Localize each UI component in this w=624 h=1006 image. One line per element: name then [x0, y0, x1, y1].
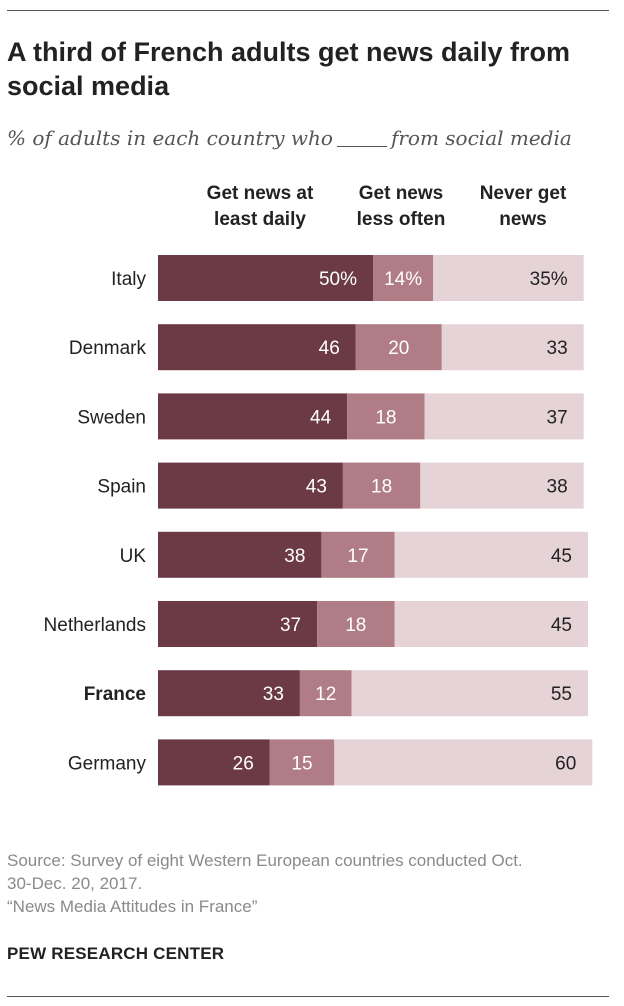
data-label-uk-never-get-news: 45: [551, 546, 572, 567]
bar-italy-never-get-news: [433, 255, 584, 301]
category-label-uk: UK: [120, 546, 147, 567]
data-label-italy-get-news-at-least-daily: 50%: [319, 269, 357, 290]
category-label-spain: Spain: [97, 477, 146, 498]
stacked-bar-chart: Italy 50% 14% 35% Denmark 46 20 33 Sweden 44 18 37 S…: [44, 255, 593, 786]
data-label-france-get-news-at-least-daily: 33: [263, 684, 284, 705]
data-label-denmark-get-news-at-least-daily: 46: [319, 338, 340, 359]
data-label-sweden-never-get-news: 37: [547, 407, 568, 428]
bar-france-get-news-at-least-daily: [158, 670, 300, 717]
category-label-france: France: [84, 684, 146, 705]
category-label-denmark: Denmark: [69, 338, 147, 359]
bar-uk-get-news-at-least-daily: [158, 531, 322, 578]
bar-netherlands-never-get-news: [394, 601, 588, 647]
data-label-sweden-get-news-less-often: 18: [375, 407, 396, 428]
bar-spain-never-get-news: [420, 462, 584, 509]
subtitle-before: % of adults in each country who: [7, 126, 333, 150]
bottom-rule: [7, 996, 609, 997]
top-rule: [7, 10, 609, 11]
chart-subtitle: % of adults in each country who from soci…: [7, 125, 617, 151]
data-label-uk-get-news-at-least-daily: 38: [284, 546, 305, 567]
bar-netherlands-get-news-at-least-daily: [158, 601, 318, 647]
data-label-spain-get-news-less-often: 18: [371, 477, 392, 498]
bar-uk-get-news-less-often: [321, 531, 395, 578]
column-header-less-often-line1: Get news: [358, 183, 444, 204]
bar-germany-get-news-less-often: [269, 739, 335, 786]
data-label-france-never-get-news: 55: [551, 684, 572, 705]
bar-italy-get-news-less-often: [373, 255, 434, 301]
bar-denmark-get-news-at-least-daily: [158, 324, 356, 371]
data-label-netherlands-never-get-news: 45: [551, 615, 572, 636]
bar-netherlands-get-news-less-often: [317, 601, 395, 647]
subtitle-blank: [336, 146, 387, 147]
column-header-daily-line1: Get news at: [206, 183, 314, 204]
bar-denmark-get-news-less-often: [355, 324, 442, 371]
category-label-sweden: Sweden: [77, 407, 146, 428]
data-label-spain-never-get-news: 38: [547, 477, 568, 498]
chart-footer: Source: Survey of eight Western European…: [7, 849, 617, 918]
data-label-denmark-get-news-less-often: 20: [388, 338, 409, 359]
bar-uk-never-get-news: [394, 531, 588, 578]
bar-germany-get-news-at-least-daily: [158, 739, 270, 786]
data-label-sweden-get-news-at-least-daily: 44: [310, 407, 332, 428]
data-label-netherlands-get-news-at-least-daily: 37: [280, 615, 301, 636]
column-header-daily: Get news at least daily: [180, 181, 340, 233]
data-label-netherlands-get-news-less-often: 18: [345, 615, 366, 636]
bar-spain-get-news-at-least-daily: [158, 462, 343, 509]
source-note-line1: Source: Survey of eight Western European…: [7, 851, 523, 870]
bar-sweden-get-news-at-least-daily: [158, 393, 348, 440]
category-label-netherlands: Netherlands: [44, 615, 146, 636]
bar-sweden-never-get-news: [424, 393, 584, 440]
data-label-germany-get-news-at-least-daily: 26: [233, 753, 254, 774]
source-note-line2: 30-Dec. 20, 2017.: [7, 874, 143, 893]
report-title: “News Media Attitudes in France”: [7, 897, 258, 916]
pew-research-center-logo: PEW RESEARCH CENTER: [7, 944, 225, 963]
bar-spain-get-news-less-often: [342, 462, 421, 509]
data-label-italy-get-news-less-often: 14%: [384, 269, 422, 290]
bar-france-get-news-less-often: [299, 670, 352, 717]
chart-title: A third of French adults get news daily …: [7, 37, 571, 101]
bar-sweden-get-news-less-often: [347, 393, 425, 440]
column-header-less-often-line2: less often: [356, 209, 446, 230]
column-header-never: Never get news: [462, 181, 584, 233]
bar-italy-get-news-at-least-daily: [158, 255, 373, 301]
column-header-daily-line2: least daily: [214, 209, 306, 230]
data-label-italy-never-get-news: 35%: [530, 269, 568, 290]
bar-france-never-get-news: [351, 670, 588, 717]
bar-denmark-never-get-news: [441, 324, 584, 371]
data-label-spain-get-news-at-least-daily: 43: [306, 477, 327, 498]
data-label-france-get-news-less-often: 12: [315, 684, 336, 705]
data-label-germany-get-news-less-often: 15: [291, 753, 312, 774]
category-label-italy: Italy: [111, 269, 146, 290]
data-label-denmark-never-get-news: 33: [547, 338, 568, 359]
column-header-never-line1: Never get: [479, 183, 567, 204]
column-header-never-line2: news: [499, 209, 547, 230]
data-label-germany-never-get-news: 60: [555, 753, 576, 774]
column-header-less-often: Get news less often: [343, 181, 459, 233]
data-label-uk-get-news-less-often: 17: [347, 546, 368, 567]
category-label-germany: Germany: [68, 753, 147, 774]
subtitle-after: from social media: [390, 126, 572, 150]
bar-germany-never-get-news: [334, 739, 593, 786]
